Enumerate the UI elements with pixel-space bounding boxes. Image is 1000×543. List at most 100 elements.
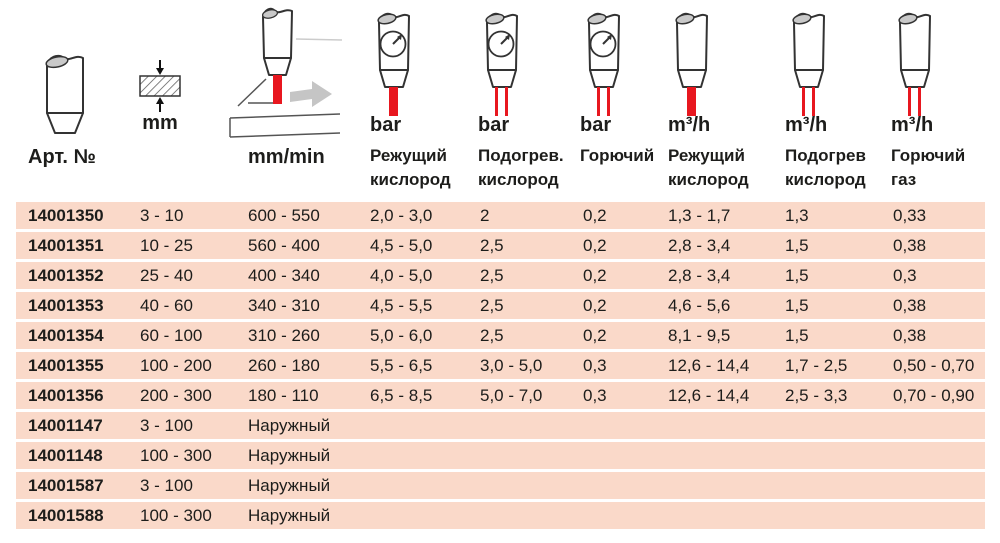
table-cell: 0,3 xyxy=(583,386,607,405)
unit-label: bar xyxy=(370,114,402,136)
torch-double-jet-icon xyxy=(787,10,831,117)
table-cell: 2,5 xyxy=(480,296,504,315)
table-row: 14001588 100 - 300 Наружный xyxy=(16,502,985,529)
table-cell: 400 - 340 xyxy=(248,266,320,285)
table-cell: 5,5 - 6,5 xyxy=(370,356,433,375)
table-cell: 1,5 xyxy=(785,296,809,315)
torch-gauge-double-jet-icon xyxy=(480,10,524,117)
gas-column-caption: Режущий кислород xyxy=(668,146,749,189)
article-number: 14001148 xyxy=(28,446,103,465)
torch-cutting-speed-icon xyxy=(226,6,342,144)
article-number: 14001351 xyxy=(28,236,104,255)
gas-column-caption: Режущий кислород xyxy=(370,146,451,189)
article-number: 14001353 xyxy=(28,296,104,315)
table-cell: 60 - 100 xyxy=(140,326,203,345)
article-number: 14001588 xyxy=(28,506,104,525)
table-cell: 310 - 260 xyxy=(248,326,320,345)
data-table: 14001350 3 - 10 600 - 550 2,0 - 3,0 2 0,2 1,3 … xyxy=(16,202,985,532)
article-number: 14001355 xyxy=(28,356,104,375)
table-cell: Наружный xyxy=(248,506,331,525)
table-cell: 40 - 60 xyxy=(140,296,193,315)
article-number: 14001350 xyxy=(28,206,104,225)
table-cell: 0,38 xyxy=(893,326,927,345)
unit-label: bar xyxy=(478,114,510,136)
table-cell: 600 - 550 xyxy=(248,206,320,225)
table-cell: Наружный xyxy=(248,416,331,435)
torch-double-jet-icon xyxy=(893,10,937,117)
table-cell: 0,38 xyxy=(893,236,927,255)
table-cell: 2,5 xyxy=(480,266,504,285)
table-cell: 0,3 xyxy=(583,356,607,375)
table-cell: 0,33 xyxy=(893,206,927,225)
table-cell: Наружный xyxy=(248,446,331,465)
table-cell: 1,5 xyxy=(785,326,809,345)
table-cell: 0,2 xyxy=(583,206,607,225)
table-cell: 1,3 - 1,7 xyxy=(668,206,731,225)
table-cell: 260 - 180 xyxy=(248,356,320,375)
plate-thickness-icon xyxy=(132,58,188,114)
table-cell: 0,2 xyxy=(583,266,607,285)
table-cell: 5,0 - 6,0 xyxy=(370,326,433,345)
article-number: 14001354 xyxy=(28,326,104,345)
table-cell: 3,0 - 5,0 xyxy=(480,356,543,375)
table-row: 14001148 100 - 300 Наружный xyxy=(16,442,985,469)
table-cell: 1,5 xyxy=(785,266,809,285)
table-cell: 12,6 - 14,4 xyxy=(668,386,750,405)
torch-gauge-single-jet-icon xyxy=(372,10,416,117)
nozzle-icon xyxy=(38,52,92,137)
table-cell: 12,6 - 14,4 xyxy=(668,356,750,375)
gas-column-caption: Подогрев. кислород xyxy=(478,146,564,189)
table-cell: 10 - 25 xyxy=(140,236,193,255)
table-cell: 4,6 - 5,6 xyxy=(668,296,731,315)
table-row: 14001356 200 - 300 180 - 110 6,5 - 8,5 5,0 -… xyxy=(16,382,985,409)
unit-label: bar xyxy=(580,114,612,136)
table-cell: 8,1 - 9,5 xyxy=(668,326,731,345)
table-row: 14001355 100 - 200 260 - 180 5,5 - 6,5 3,0 -… xyxy=(16,352,985,379)
gas-column-caption: Горючий газ xyxy=(891,146,966,189)
table-cell: 560 - 400 xyxy=(248,236,320,255)
table-cell: 3 - 10 xyxy=(140,206,184,225)
table-cell: Наружный xyxy=(248,476,331,495)
table-row: 14001352 25 - 40 400 - 340 4,0 - 5,0 2,5 0,2 2… xyxy=(16,262,985,289)
table-cell: 25 - 40 xyxy=(140,266,193,285)
torch-single-jet-icon xyxy=(670,10,714,117)
table-cell: 100 - 300 xyxy=(140,506,212,525)
table-row: 14001587 3 - 100 Наружный xyxy=(16,472,985,499)
article-number: 14001147 xyxy=(28,416,103,435)
col-header-speed-unit: mm/min xyxy=(248,146,325,168)
table-cell: 340 - 310 xyxy=(248,296,320,315)
col-header-article: Арт. № xyxy=(28,146,96,168)
unit-label: m³/h xyxy=(785,114,828,136)
table-cell: 2,5 xyxy=(480,326,504,345)
table-row: 14001354 60 - 100 310 - 260 5,0 - 6,0 2,5 0,2… xyxy=(16,322,985,349)
table-cell: 1,3 xyxy=(785,206,809,225)
table-cell: 4,5 - 5,5 xyxy=(370,296,433,315)
table-cell: 2,8 - 3,4 xyxy=(668,266,731,285)
article-number: 14001352 xyxy=(28,266,104,285)
table-cell: 4,5 - 5,0 xyxy=(370,236,433,255)
table-cell: 100 - 200 xyxy=(140,356,212,375)
table-cell: 2 xyxy=(480,206,490,225)
table-cell: 2,8 - 3,4 xyxy=(668,236,731,255)
torch-gauge-double-jet-icon xyxy=(582,10,626,117)
gas-column-caption: Подогрев кислород xyxy=(785,146,866,189)
table-cell: 200 - 300 xyxy=(140,386,212,405)
table-cell: 2,0 - 3,0 xyxy=(370,206,433,225)
table-cell: 0,2 xyxy=(583,326,607,345)
table-cell: 0,38 xyxy=(893,296,927,315)
table-row: 14001353 40 - 60 340 - 310 4,5 - 5,5 2,5 0,2 4… xyxy=(16,292,985,319)
table-cell: 2,5 - 3,3 xyxy=(785,386,848,405)
table-row: 14001351 10 - 25 560 - 400 4,5 - 5,0 2,5 0,2 2… xyxy=(16,232,985,259)
table-cell: 0,2 xyxy=(583,236,607,255)
table-cell: 3 - 100 xyxy=(140,416,193,435)
article-number: 14001356 xyxy=(28,386,104,405)
table-cell: 1,7 - 2,5 xyxy=(785,356,848,375)
table-cell: 0,2 xyxy=(583,296,607,315)
table-cell: 0,70 - 0,90 xyxy=(893,386,975,405)
article-number: 14001587 xyxy=(28,476,104,495)
table-row: 14001147 3 - 100 Наружный xyxy=(16,412,985,439)
table-cell: 2,5 xyxy=(480,236,504,255)
unit-label: m³/h xyxy=(668,114,711,136)
table-cell: 0,3 xyxy=(893,266,917,285)
